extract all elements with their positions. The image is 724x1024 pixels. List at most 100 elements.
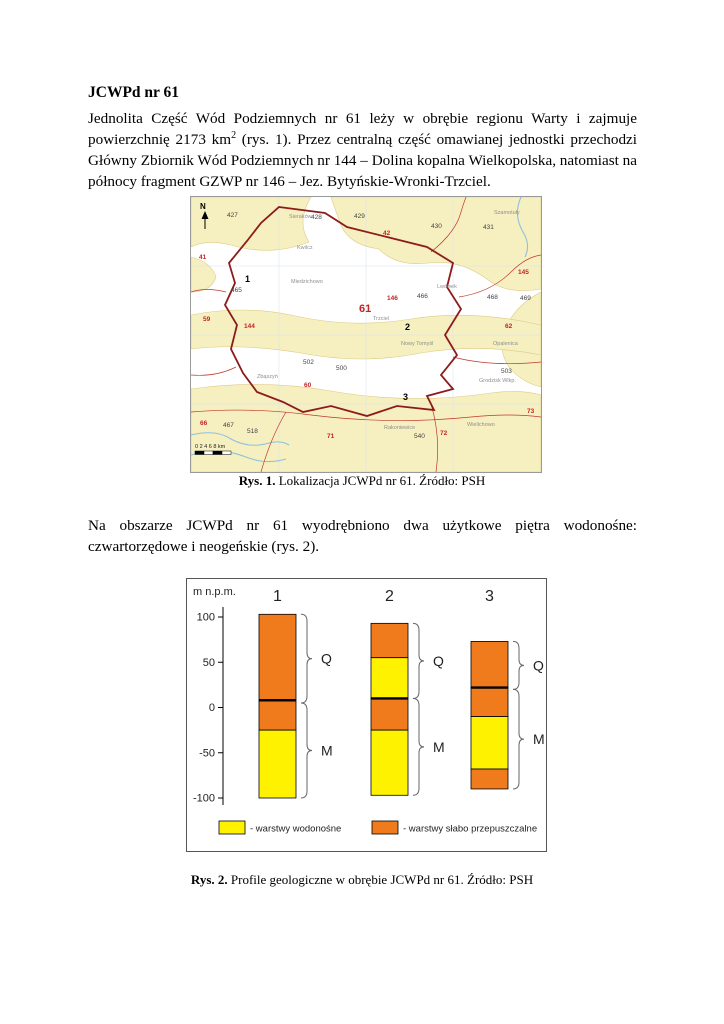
map-label-Miedzichowo: Miedzichowo: [291, 279, 323, 285]
bracket: [512, 688, 525, 790]
scale-segment: [212, 450, 223, 455]
figure1-caption-label: Rys. 1.: [238, 473, 276, 488]
segment-slabo_przepuszczalne: [470, 687, 509, 717]
y-axis-title: m n.p.m.: [193, 586, 236, 598]
scale-segment: [221, 450, 232, 455]
map-label-428: 428: [311, 214, 322, 221]
bracket: [412, 622, 425, 699]
segment-slabo_przepuszczalne: [470, 768, 509, 790]
bracket: [412, 697, 425, 796]
map-label-430: 430: [431, 223, 442, 230]
stratum-label-M: M: [433, 739, 445, 755]
segment-slabo_przepuszczalne: [258, 699, 297, 731]
north-arrow: N: [200, 202, 209, 229]
column-label-1: 1: [273, 588, 282, 605]
map-label-429: 429: [354, 213, 365, 220]
page-title: JCWPd nr 61: [88, 84, 180, 101]
scale-segment: [203, 450, 214, 455]
map-label-467: 467: [223, 422, 234, 429]
segment-wodonosne: [370, 729, 409, 796]
north-arrow-head: [201, 211, 209, 219]
location-map-svg: 427 428 429 430 431 465 466 468 469 502 500 503 518 5…: [190, 196, 542, 473]
map-label-Szamotuły: Szamotuły: [494, 210, 520, 216]
map-label-2: 2: [405, 322, 410, 332]
legend-swatch: [371, 820, 399, 835]
map-label-145: 145: [518, 269, 529, 276]
y-tick-label: -100: [193, 793, 215, 805]
paragraph-1-text: Jednolita Część Wód Podziemnych nr 61 le…: [88, 110, 637, 148]
bracket: [512, 640, 525, 690]
bracket: [300, 613, 313, 704]
stratum-label-M: M: [321, 742, 333, 758]
map-label-Wielichowo: Wielichowo: [467, 422, 495, 428]
segment-wodonosne: [470, 716, 509, 770]
stratum-label-M: M: [533, 731, 544, 747]
map-label-Rakoniewice: Rakoniewice: [384, 425, 415, 431]
figure2-caption-label: Rys. 2.: [190, 872, 228, 887]
map-label-469: 469: [520, 295, 531, 302]
superscript-2: 2: [231, 129, 237, 141]
figure2-caption: Rys. 2. Profile geologiczne w obrębie JC…: [0, 872, 724, 888]
segment-wodonosne: [258, 729, 297, 799]
bracket: [300, 702, 313, 799]
map-label-465: 465: [231, 287, 242, 294]
map-label-Lwówek: Lwówek: [437, 284, 457, 290]
profile-chart: 100 50 0 -50 -100 m n.p.m. 1 Q M 2 Q M 3 Q M - warstwy …: [193, 586, 545, 835]
map-grid: [191, 197, 541, 472]
map-label-Sieraków: Sieraków: [289, 214, 312, 220]
figure1-caption: Rys. 1. Lokalizacja JCWPd nr 61. Źródło:…: [0, 473, 724, 489]
segment-slabo_przepuszczalne: [370, 622, 409, 659]
scale-label: 0 2 4 6 8 km: [195, 444, 226, 450]
north-label: N: [200, 202, 206, 211]
map-label-503: 503: [501, 368, 512, 375]
map-label-62: 62: [505, 323, 513, 330]
figure2-profiles-box: 100 50 0 -50 -100 m n.p.m. 1 Q M 2 Q M 3 Q M - warstwy …: [186, 578, 547, 852]
map-label-431: 431: [483, 224, 494, 231]
figure1-location-map: 427 428 429 430 431 465 466 468 469 502 500 503 518 5…: [190, 196, 542, 473]
scale-segment: [194, 450, 205, 455]
map-label-540: 540: [414, 433, 425, 440]
segment-slabo_przepuszczalne: [470, 641, 509, 688]
map-label-518: 518: [247, 428, 258, 435]
map-label-Zbąszyń: Zbąszyń: [257, 374, 278, 380]
column-label-3: 3: [485, 588, 494, 605]
map-label-502: 502: [303, 359, 314, 366]
segment-slabo_przepuszczalne: [258, 613, 297, 701]
map-label-1: 1: [245, 274, 250, 284]
map-label-59: 59: [203, 316, 211, 323]
figure1-caption-text: Lokalizacja JCWPd nr 61. Źródło: PSH: [275, 473, 486, 488]
legend-label: - warstwy słabo przepuszczalne: [403, 824, 537, 835]
segment-wodonosne: [370, 657, 409, 699]
map-label-71: 71: [327, 433, 335, 440]
y-tick-label: 100: [197, 612, 215, 624]
map-label-427: 427: [227, 212, 238, 219]
paragraph-2: Na obszarze JCWPd nr 61 wyodrębniono dwa…: [88, 517, 637, 555]
jcwpd61-boundary: [223, 206, 463, 417]
stratum-label-Q: Q: [533, 657, 544, 673]
map-label-Trzciel: Trzciel: [373, 316, 389, 322]
map-label-72: 72: [440, 430, 448, 437]
map-label-Opalenica: Opalenica: [493, 341, 519, 347]
map-label-Kwilcz: Kwilcz: [297, 245, 313, 251]
map-label-42: 42: [383, 230, 391, 237]
column-label-2: 2: [385, 588, 394, 605]
stratum-label-Q: Q: [321, 651, 332, 667]
map-yellow-areas: [190, 196, 542, 473]
map-label-466: 466: [417, 293, 428, 300]
map-label-3: 3: [403, 392, 408, 402]
map-label-41: 41: [199, 254, 207, 261]
map-label-146: 146: [387, 295, 398, 302]
legend-swatch: [218, 820, 246, 835]
map-label-73: 73: [527, 408, 535, 415]
scale-bar: 0 2 4 6 8 km: [194, 444, 232, 455]
paragraph-1: Jednolita Część Wód Podziemnych nr 61 le…: [88, 108, 637, 192]
map-label-60: 60: [304, 382, 312, 389]
legend-label: - warstwy wodonośne: [250, 824, 341, 835]
y-tick-label: 50: [203, 657, 215, 669]
segment-slabo_przepuszczalne: [370, 698, 409, 731]
paragraph-1-text-cont: (rys. 1). Przez centralną część omawiane…: [88, 131, 637, 190]
map-label-Grodzisk Wlkp.: Grodzisk Wlkp.: [479, 378, 516, 384]
y-tick-label: 0: [209, 702, 215, 714]
figure2-caption-text: Profile geologiczne w obrębie JCWPd nr 6…: [227, 872, 534, 887]
map-labels-layer: 427 428 429 430 431 465 466 468 469 502 500 503 518 5…: [199, 210, 535, 440]
